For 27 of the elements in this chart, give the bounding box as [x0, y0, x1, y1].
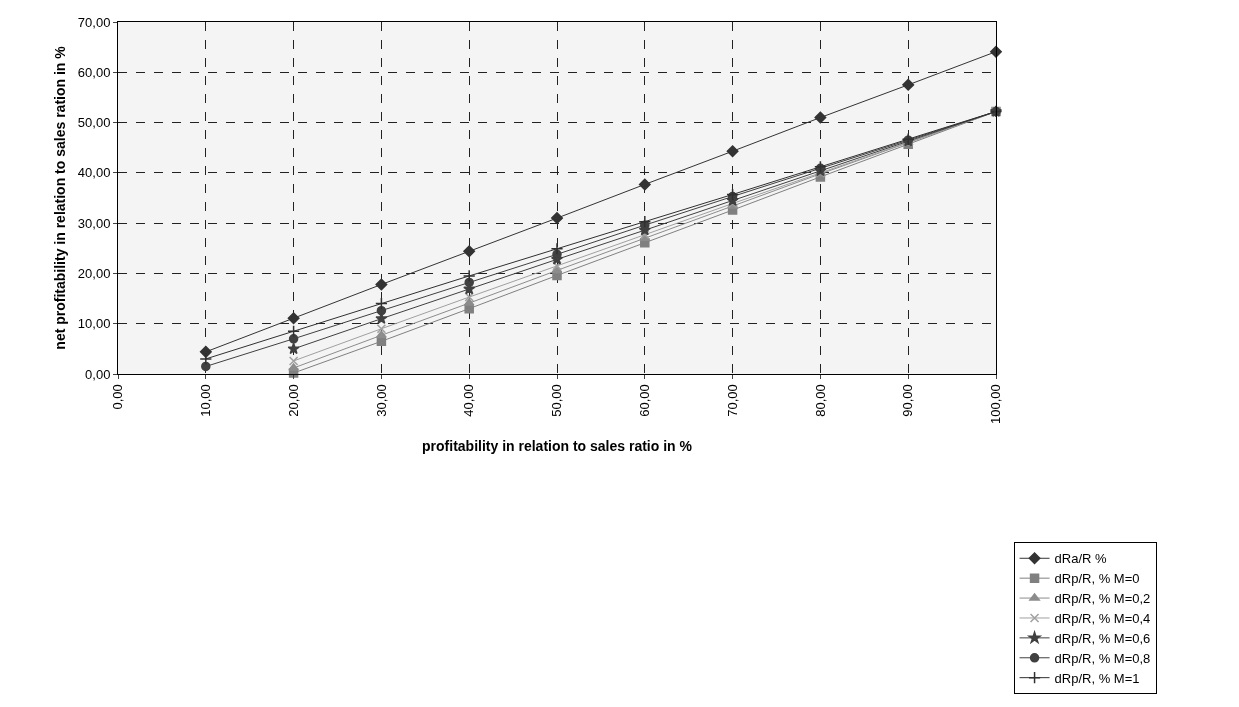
x-tick-label: 10,00: [198, 384, 214, 417]
y-tick-label: 30,00: [77, 215, 111, 231]
legend-label: dRa/R %: [1054, 551, 1108, 567]
x-tick-label: 60,00: [637, 384, 653, 417]
x-tick-label: 30,00: [373, 384, 389, 417]
y-tick-label: 40,00: [77, 165, 111, 181]
y-tick-label: 10,00: [77, 316, 111, 332]
x-axis-title: profitability in relation to sales ratio in %: [422, 438, 693, 455]
x-tick-label: 80,00: [812, 384, 828, 417]
x-tick-label: 50,00: [549, 384, 565, 417]
legend-label: dRp/R, % M=0,2: [1054, 591, 1151, 607]
y-tick-label: 60,00: [77, 64, 111, 80]
legend-label: dRp/R, % M=0: [1054, 571, 1140, 587]
x-tick-label: 20,00: [285, 384, 301, 417]
legend-label: dRp/R, % M=0,6: [1054, 630, 1151, 646]
legend-label: dRp/R, % M=0,8: [1054, 650, 1151, 666]
y-tick-label: 50,00: [77, 115, 111, 131]
x-tick-label: 90,00: [900, 384, 916, 417]
y-tick-label: 0,00: [85, 366, 111, 382]
y-tick-label: 20,00: [77, 265, 111, 281]
x-tick-label: 70,00: [724, 384, 740, 417]
y-tick-label: 70,00: [77, 14, 111, 30]
legend-label: dRp/R, % M=0,4: [1054, 611, 1151, 627]
legend-label: dRp/R, % M=1: [1054, 670, 1140, 686]
x-tick-label: 40,00: [461, 384, 477, 417]
x-tick-label: 100,00: [988, 384, 1004, 424]
y-axis-title: net profitability in relation to sales ration in %: [52, 45, 69, 350]
